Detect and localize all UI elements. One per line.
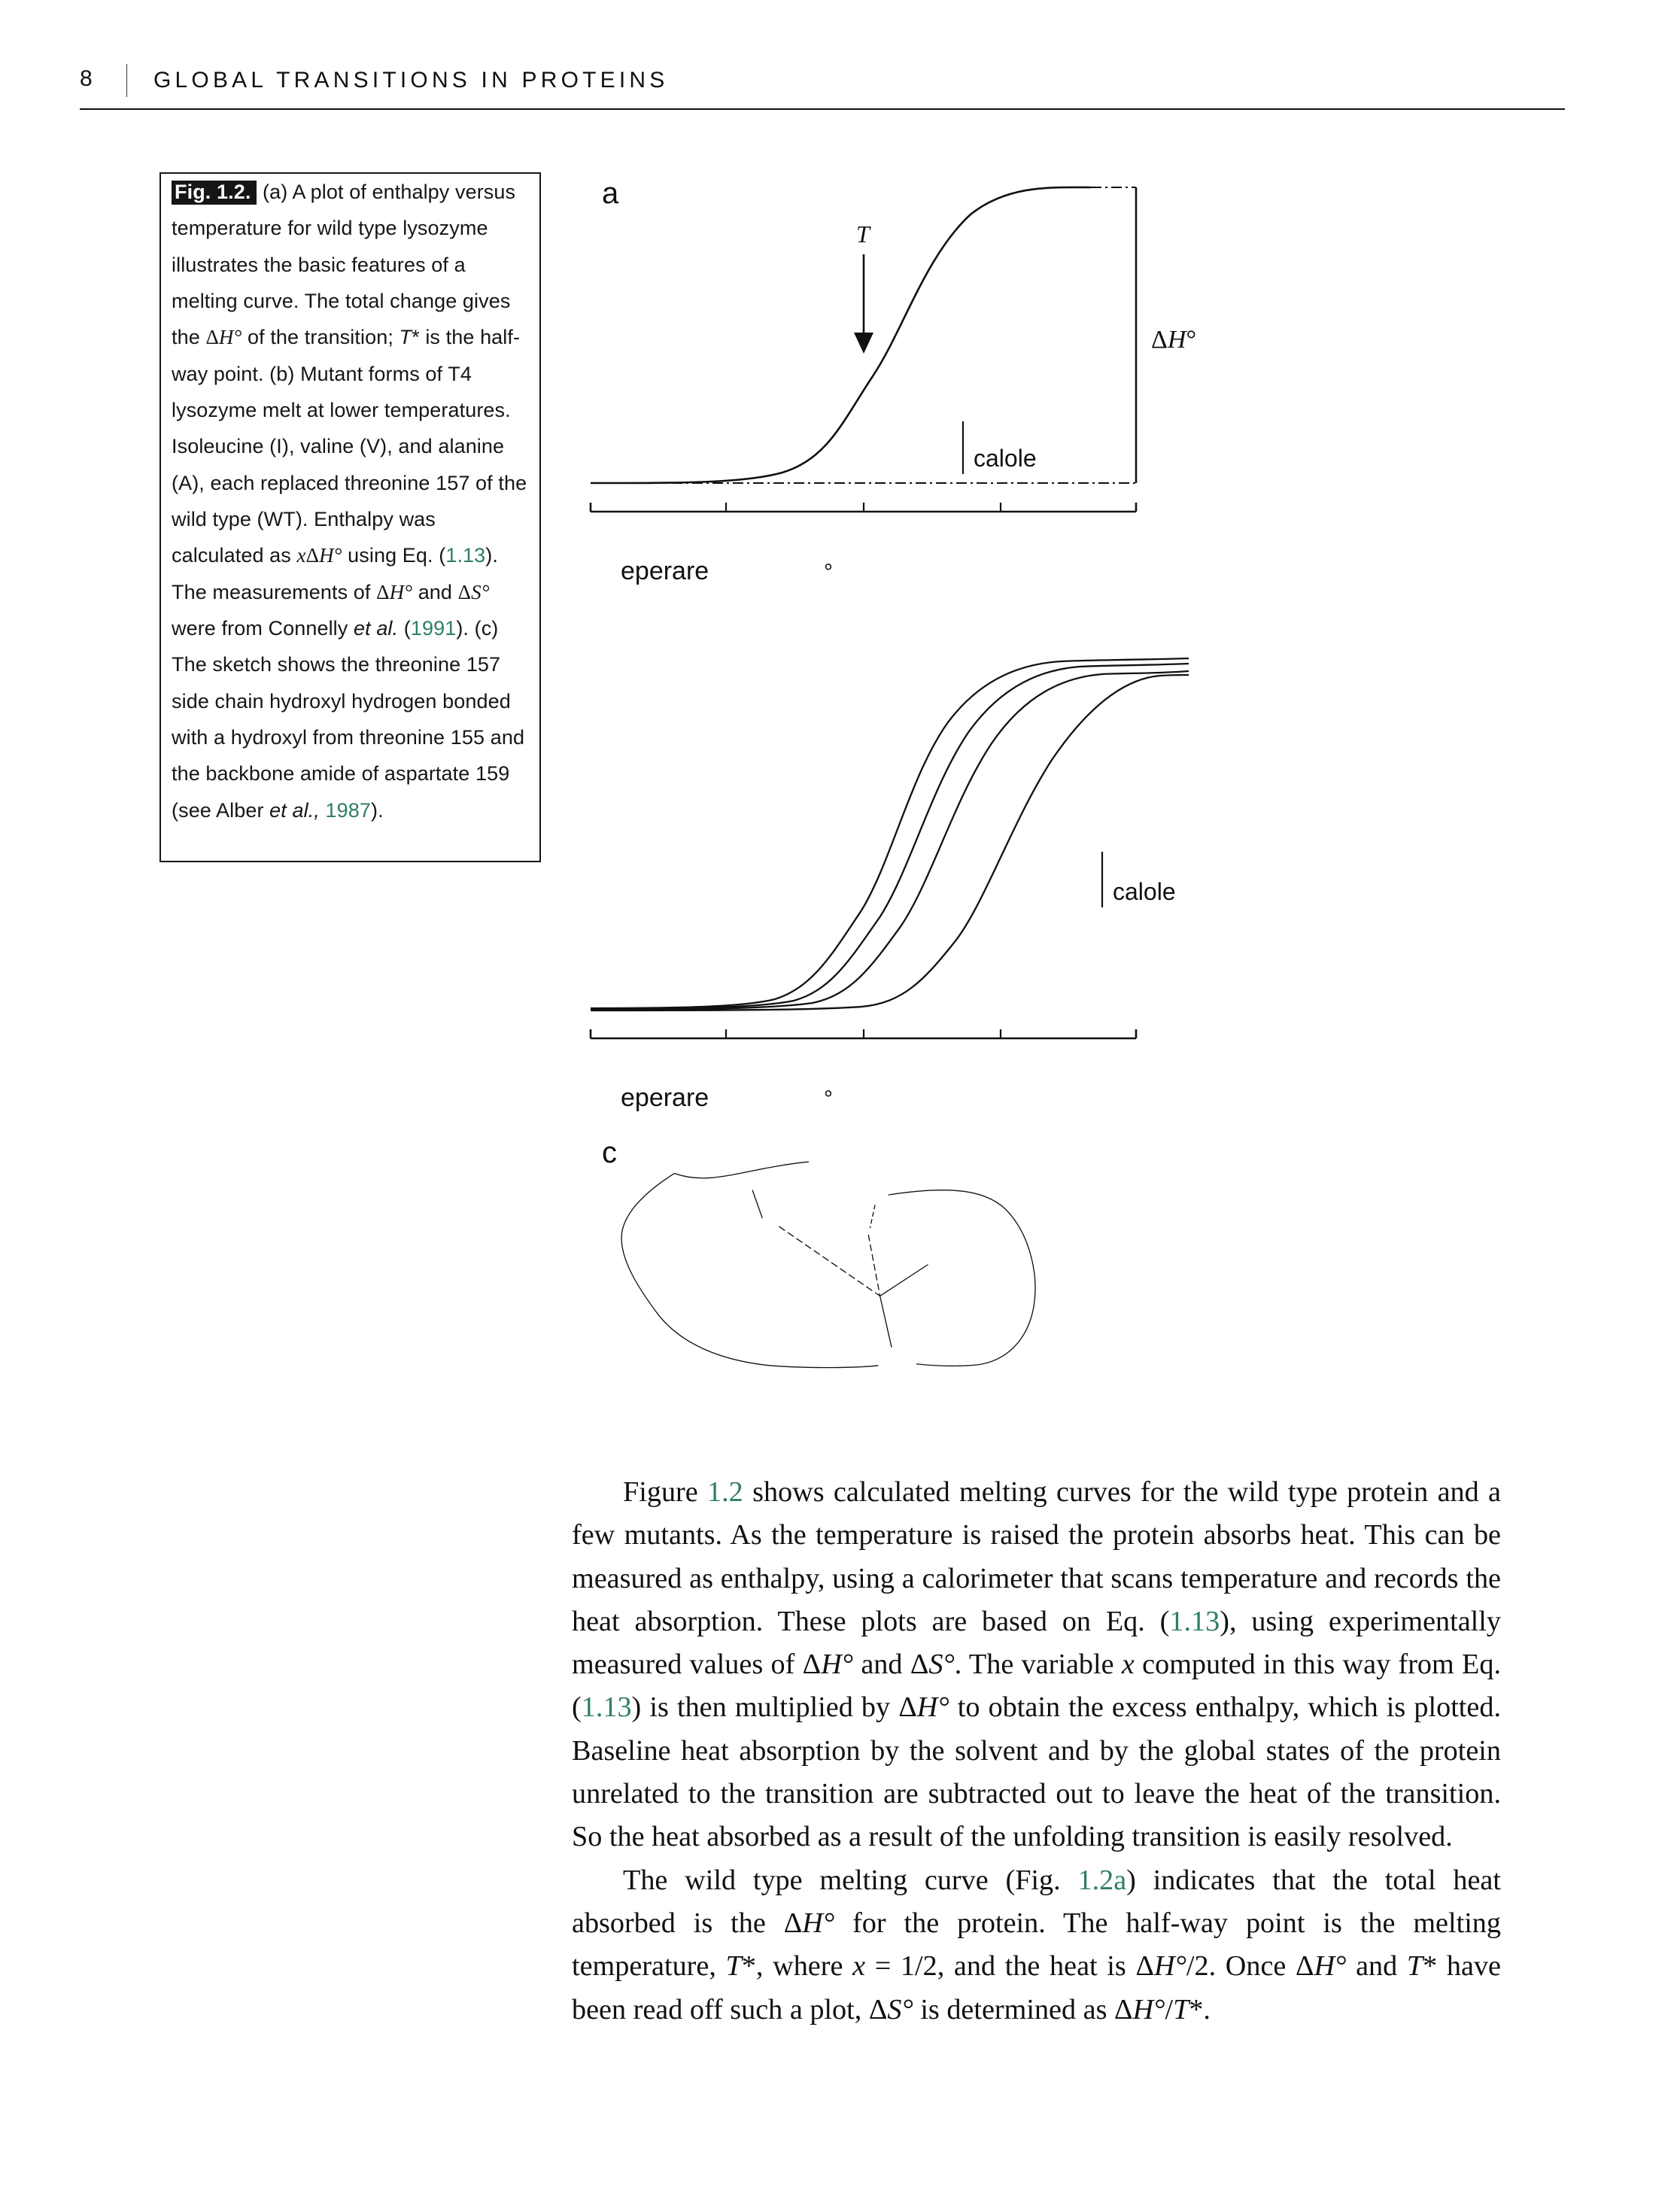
svg-text:eperare: eperare [621,1083,709,1112]
svg-text:°: ° [824,1086,833,1111]
svg-text:eperare: eperare [621,557,709,585]
svg-text:calole: calole [1113,878,1176,905]
svg-text:calole: calole [974,445,1037,472]
svg-text:°: ° [824,560,833,585]
svg-text:T: T [856,220,871,248]
svg-text:ΔH°: ΔH° [1151,326,1196,354]
